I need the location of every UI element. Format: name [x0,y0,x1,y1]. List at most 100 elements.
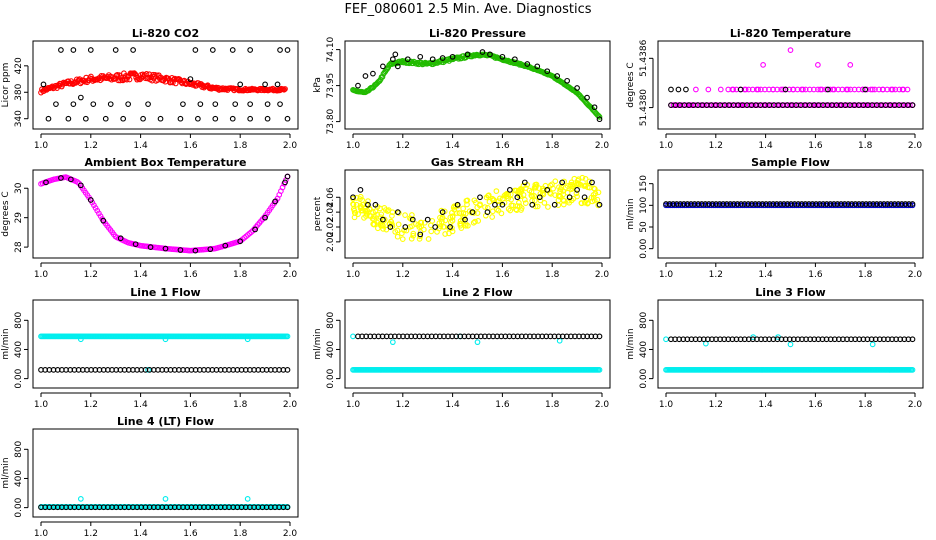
flagged-point [791,201,798,207]
x-tick-label: 1.0 [346,141,361,151]
flagged-point [591,104,598,111]
flagged-point [277,101,283,108]
flagged-point [100,217,107,224]
x-tick-label: 1.8 [233,400,248,410]
y-axis-label: ml/min [1,457,11,488]
panel-2: Li-820 Pressure 1.0 1.2 1.4 1.6 1.8 2.0 73.80 73… [313,27,611,151]
plot-frame [657,40,924,130]
panel-5: Gas Stream RH1.0 1.2 1.4 1.6 1.8 2.02.002.022… [313,156,611,280]
average-point [449,214,456,220]
average-point [357,205,364,212]
plot-frame [657,169,924,259]
flagged-point [362,73,369,79]
average-point [162,336,169,343]
average-point [755,86,761,93]
average-point [507,207,514,214]
average-point [513,207,520,213]
flagged-point [511,56,518,63]
panel-title: Sample Flow [751,156,830,169]
plot-frame [32,169,299,259]
y-tick-label: 420 [14,57,24,74]
x-tick-label: 1.0 [34,400,49,410]
flagged-point [784,201,791,207]
average-point [462,210,469,217]
average-point [768,102,775,108]
x-tick-label: 1.6 [183,400,198,410]
average-point [486,198,493,205]
flagged-point [529,201,536,208]
average-point [162,496,169,502]
y-tick-label: 2.04 [326,202,336,222]
flagged-point [247,47,254,53]
average-point [361,215,367,221]
average-point [395,210,402,216]
flagged-point [107,101,114,108]
flagged-point [909,336,916,343]
average-point [540,187,547,194]
y-axis-label: degrees C [626,62,636,107]
average-point [508,202,515,209]
panel-4: Ambient Box Temperature 1.0 1.2 1.4 1.6 1.8 2.… [1,156,299,280]
average-point [244,336,251,343]
average-point [574,193,580,200]
flagged-point [140,115,146,122]
y-tick-label: 0.00 [639,368,649,388]
average-point [898,102,905,108]
flagged-point [752,201,759,207]
y-tick-label: 51.4380 [639,89,649,126]
flagged-point [237,238,244,245]
y-axis-label: ml/min [313,328,323,359]
flagged-point [813,201,819,207]
average-point [395,221,402,228]
flagged-point [252,226,258,233]
flagged-point [773,201,780,207]
average-point [355,211,361,217]
average-point [388,219,395,225]
average-point [394,233,401,240]
flagged-point [429,56,436,63]
x-tick-label: 1.6 [183,270,198,280]
flagged-point [574,187,580,193]
flagged-point [763,201,769,207]
flagged-point [247,115,254,122]
flagged-point [264,101,271,108]
y-tick-label: 150 [639,175,649,192]
plot-frame [344,299,611,389]
average-point [545,204,551,210]
flagged-point [888,201,894,207]
plot-area [663,334,916,373]
x-tick-label: 2.0 [908,400,923,410]
panel-title: Line 3 Flow [755,286,825,299]
flagged-point [574,85,580,91]
average-point [472,199,479,206]
average-point [582,176,589,182]
average-point [457,220,463,227]
x-tick-label: 1.0 [659,141,674,151]
y-tick-label: 0.00 [14,368,24,388]
flagged-point [45,115,52,122]
x-tick-label: 1.6 [495,141,510,151]
average-point [442,217,449,224]
average-point [378,211,385,218]
x-tick-label: 2.0 [283,529,298,539]
average-point [513,187,520,194]
flagged-point [439,55,446,61]
flagged-point [589,179,595,186]
x-tick-label: 1.2 [709,270,723,280]
average-point [493,188,500,194]
flagged-point [58,175,64,181]
flagged-point [237,81,244,88]
x-tick-label: 1.0 [34,141,49,151]
average-point [77,336,84,343]
average-point [822,102,829,108]
flagged-point [673,201,680,207]
average-point [790,86,796,93]
y-axis-label: percent [313,196,323,231]
average-point [531,193,537,199]
flagged-point [852,201,859,207]
average-point [522,185,529,191]
average-point [408,235,415,242]
flagged-point [841,201,848,207]
average-point [442,231,449,237]
flagged-point [272,198,278,205]
